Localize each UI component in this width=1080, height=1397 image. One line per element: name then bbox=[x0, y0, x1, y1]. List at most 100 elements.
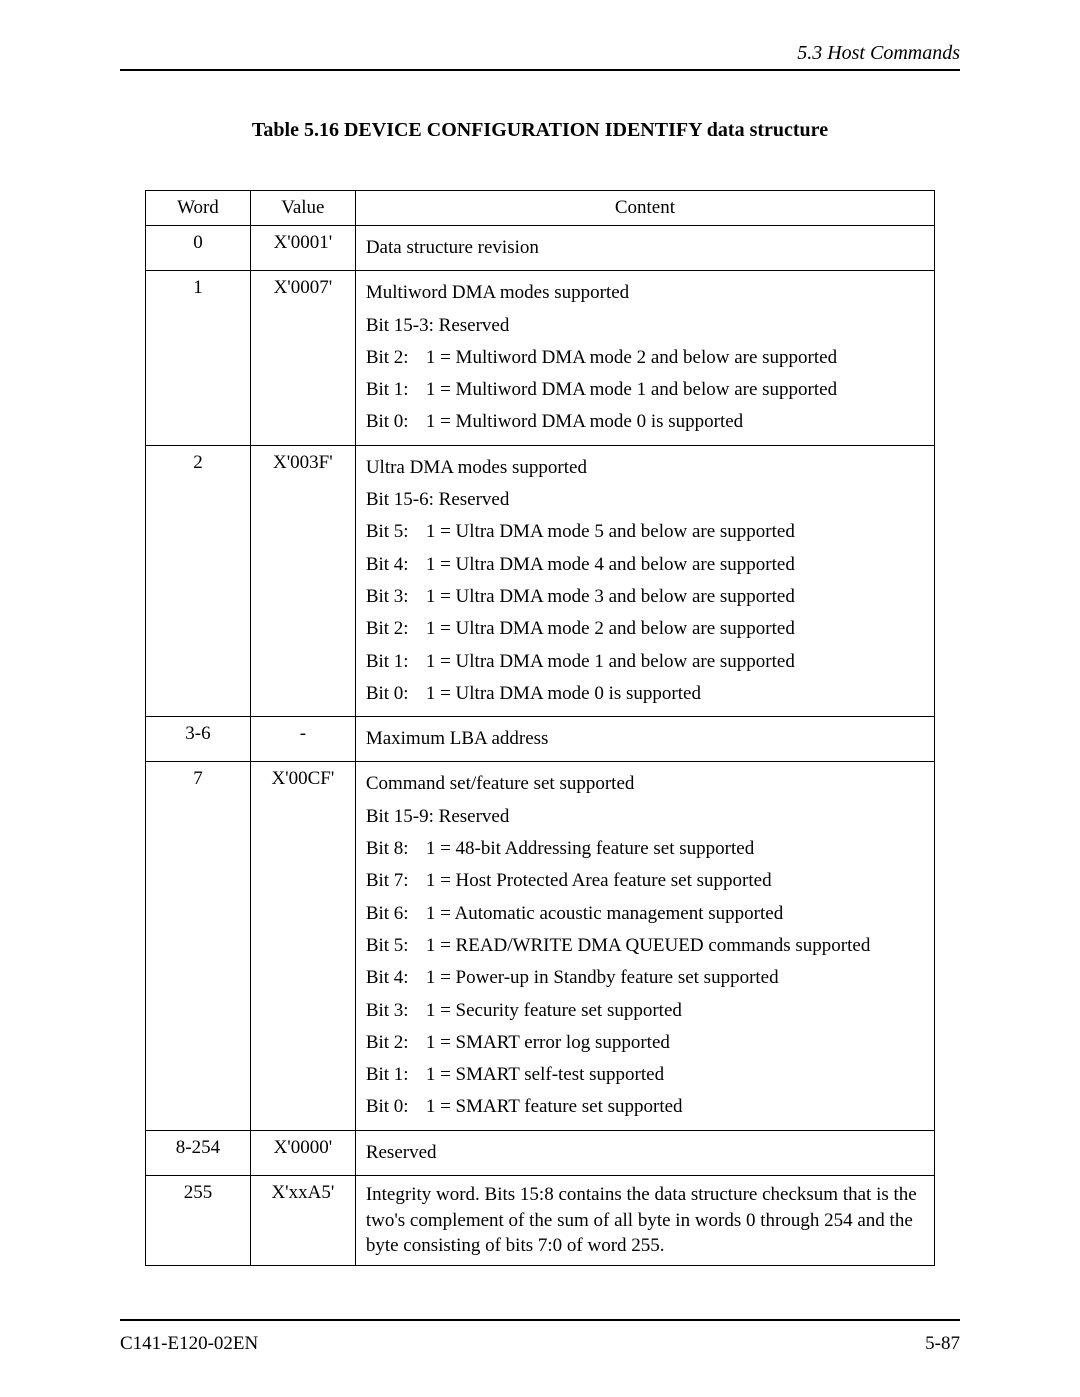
bit-label: Bit 3: bbox=[366, 581, 426, 613]
col-header-value: Value bbox=[250, 191, 355, 226]
bit-desc: 1 = Ultra DMA mode 1 and below are suppo… bbox=[426, 646, 924, 678]
table-header-row: Word Value Content bbox=[146, 191, 935, 226]
bit-desc: 1 = Power-up in Standby feature set supp… bbox=[426, 962, 924, 994]
cell-content: Multiword DMA modes supported Bit 15-3: … bbox=[355, 271, 934, 445]
content-line: Data structure revision bbox=[366, 232, 924, 264]
table-row: 1 X'0007' Multiword DMA modes supported … bbox=[146, 271, 935, 445]
bit-label: Bit 5: bbox=[366, 516, 426, 548]
table-row: 7 X'00CF' Command set/feature set suppor… bbox=[146, 762, 935, 1130]
bit-label: Bit 1: bbox=[366, 1059, 426, 1091]
page: 5.3 Host Commands Table 5.16 DEVICE CONF… bbox=[0, 0, 1080, 1397]
bit-row: Bit 6:1 = Automatic acoustic management … bbox=[366, 898, 924, 930]
cell-word: 7 bbox=[146, 762, 251, 1130]
content-line: Command set/feature set supported bbox=[366, 768, 924, 800]
bit-label: Bit 4: bbox=[366, 962, 426, 994]
bit-label: Bit 0: bbox=[366, 1091, 426, 1123]
bit-row: Bit 2:1 = Multiword DMA mode 2 and below… bbox=[366, 342, 924, 374]
content-line: Maximum LBA address bbox=[366, 723, 924, 755]
cell-content: Ultra DMA modes supported Bit 15-6: Rese… bbox=[355, 445, 934, 716]
bit-label: Bit 3: bbox=[366, 995, 426, 1027]
table-row: 2 X'003F' Ultra DMA modes supported Bit … bbox=[146, 445, 935, 716]
bit-label: Bit 5: bbox=[366, 930, 426, 962]
table-row: 255 X'xxA5' Integrity word. Bits 15:8 co… bbox=[146, 1176, 935, 1266]
table-row: 0 X'0001' Data structure revision bbox=[146, 226, 935, 271]
cell-word: 8-254 bbox=[146, 1130, 251, 1175]
bit-row: Bit 3:1 = Security feature set supported bbox=[366, 995, 924, 1027]
cell-value: X'xxA5' bbox=[250, 1176, 355, 1266]
table-row: 3-6 - Maximum LBA address bbox=[146, 717, 935, 762]
footer-page: 5-87 bbox=[925, 1333, 960, 1355]
bit-desc: 1 = Multiword DMA mode 0 is supported bbox=[426, 406, 924, 438]
footer: C141-E120-02EN 5-87 bbox=[120, 1333, 960, 1355]
table-row: 8-254 X'0000' Reserved bbox=[146, 1130, 935, 1175]
cell-value: X'00CF' bbox=[250, 762, 355, 1130]
cell-word: 0 bbox=[146, 226, 251, 271]
bit-desc: 1 = Multiword DMA mode 1 and below are s… bbox=[426, 374, 924, 406]
cell-word: 2 bbox=[146, 445, 251, 716]
bit-desc: 1 = READ/WRITE DMA QUEUED commands suppo… bbox=[426, 930, 924, 962]
bit-label: Bit 0: bbox=[366, 406, 426, 438]
table-caption: Table 5.16 DEVICE CONFIGURATION IDENTIFY… bbox=[120, 119, 960, 142]
content-line: Bit 15-6: Reserved bbox=[366, 484, 924, 516]
bit-desc: 1 = Ultra DMA mode 4 and below are suppo… bbox=[426, 549, 924, 581]
content-line: Bit 15-9: Reserved bbox=[366, 801, 924, 833]
bit-desc: 1 = Automatic acoustic management suppor… bbox=[426, 898, 924, 930]
content-line: Reserved bbox=[366, 1137, 924, 1169]
col-header-content: Content bbox=[355, 191, 934, 226]
footer-rule bbox=[120, 1319, 960, 1321]
bit-desc: 1 = 48-bit Addressing feature set suppor… bbox=[426, 833, 924, 865]
bit-row: Bit 1:1 = Ultra DMA mode 1 and below are… bbox=[366, 646, 924, 678]
cell-value: X'003F' bbox=[250, 445, 355, 716]
bit-desc: 1 = Ultra DMA mode 5 and below are suppo… bbox=[426, 516, 924, 548]
bit-row: Bit 0:1 = Ultra DMA mode 0 is supported bbox=[366, 678, 924, 710]
bit-desc: 1 = SMART error log supported bbox=[426, 1027, 924, 1059]
cell-word: 255 bbox=[146, 1176, 251, 1266]
bit-desc: 1 = Multiword DMA mode 2 and below are s… bbox=[426, 342, 924, 374]
bit-desc: 1 = Ultra DMA mode 0 is supported bbox=[426, 678, 924, 710]
bit-label: Bit 1: bbox=[366, 374, 426, 406]
cell-value: X'0001' bbox=[250, 226, 355, 271]
footer-doc-id: C141-E120-02EN bbox=[120, 1333, 258, 1355]
bit-desc: 1 = Host Protected Area feature set supp… bbox=[426, 865, 924, 897]
content-line: Integrity word. Bits 15:8 contains the d… bbox=[366, 1182, 924, 1259]
bit-label: Bit 8: bbox=[366, 833, 426, 865]
bit-row: Bit 4:1 = Ultra DMA mode 4 and below are… bbox=[366, 549, 924, 581]
bit-desc: 1 = Security feature set supported bbox=[426, 995, 924, 1027]
bit-row: Bit 5:1 = Ultra DMA mode 5 and below are… bbox=[366, 516, 924, 548]
cell-word: 3-6 bbox=[146, 717, 251, 762]
bit-label: Bit 6: bbox=[366, 898, 426, 930]
bit-desc: 1 = Ultra DMA mode 3 and below are suppo… bbox=[426, 581, 924, 613]
bit-row: Bit 0:1 = SMART feature set supported bbox=[366, 1091, 924, 1123]
bit-label: Bit 2: bbox=[366, 613, 426, 645]
bit-label: Bit 2: bbox=[366, 342, 426, 374]
cell-value: X'0007' bbox=[250, 271, 355, 445]
content-line: Multiword DMA modes supported bbox=[366, 277, 924, 309]
header-section: 5.3 Host Commands bbox=[120, 42, 960, 65]
cell-content: Data structure revision bbox=[355, 226, 934, 271]
cell-content: Integrity word. Bits 15:8 contains the d… bbox=[355, 1176, 934, 1266]
bit-desc: 1 = SMART feature set supported bbox=[426, 1091, 924, 1123]
bit-row: Bit 8:1 = 48-bit Addressing feature set … bbox=[366, 833, 924, 865]
bit-row: Bit 4:1 = Power-up in Standby feature se… bbox=[366, 962, 924, 994]
bit-row: Bit 5:1 = READ/WRITE DMA QUEUED commands… bbox=[366, 930, 924, 962]
header-area: 5.3 Host Commands bbox=[120, 42, 960, 71]
cell-content: Command set/feature set supported Bit 15… bbox=[355, 762, 934, 1130]
bit-row: Bit 2:1 = Ultra DMA mode 2 and below are… bbox=[366, 613, 924, 645]
bit-label: Bit 7: bbox=[366, 865, 426, 897]
cell-value: X'0000' bbox=[250, 1130, 355, 1175]
bit-row: Bit 3:1 = Ultra DMA mode 3 and below are… bbox=[366, 581, 924, 613]
data-table: Word Value Content 0 X'0001' Data struct… bbox=[145, 190, 935, 1266]
bit-row: Bit 0:1 = Multiword DMA mode 0 is suppor… bbox=[366, 406, 924, 438]
bit-row: Bit 1:1 = SMART self-test supported bbox=[366, 1059, 924, 1091]
bit-label: Bit 4: bbox=[366, 549, 426, 581]
bit-label: Bit 2: bbox=[366, 1027, 426, 1059]
bit-row: Bit 7:1 = Host Protected Area feature se… bbox=[366, 865, 924, 897]
bit-label: Bit 1: bbox=[366, 646, 426, 678]
bit-desc: 1 = Ultra DMA mode 2 and below are suppo… bbox=[426, 613, 924, 645]
col-header-word: Word bbox=[146, 191, 251, 226]
cell-word: 1 bbox=[146, 271, 251, 445]
bit-desc: 1 = SMART self-test supported bbox=[426, 1059, 924, 1091]
cell-content: Reserved bbox=[355, 1130, 934, 1175]
bit-row: Bit 1:1 = Multiword DMA mode 1 and below… bbox=[366, 374, 924, 406]
bit-label: Bit 0: bbox=[366, 678, 426, 710]
